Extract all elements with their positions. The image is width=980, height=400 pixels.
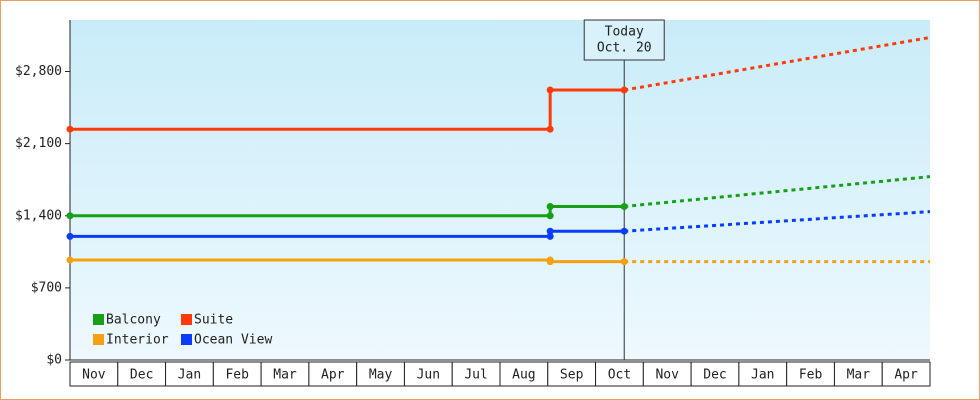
point bbox=[66, 212, 74, 220]
legend-swatch bbox=[93, 334, 104, 345]
x-tick-cell bbox=[403, 361, 453, 387]
x-tick-cell bbox=[881, 361, 931, 387]
x-tick-label: Oct bbox=[608, 368, 631, 383]
x-tick-cell bbox=[786, 361, 835, 387]
point bbox=[546, 86, 554, 94]
point bbox=[66, 232, 74, 240]
x-tick-label: Feb bbox=[799, 368, 823, 383]
x-tick-cell bbox=[738, 361, 788, 387]
x-tick-label: Apr bbox=[894, 368, 918, 383]
legend-label: Interior bbox=[106, 333, 169, 348]
series-line bbox=[70, 88, 625, 131]
y-tick-label: $2,800 bbox=[15, 64, 62, 79]
x-tick-label: Jun bbox=[417, 368, 440, 383]
x-tick-cell bbox=[499, 361, 549, 387]
point bbox=[620, 227, 628, 235]
x-tick-label: Nov bbox=[655, 368, 679, 383]
legend-swatch bbox=[181, 334, 192, 345]
x-tick-label: Dec bbox=[703, 368, 726, 383]
x-tick-cell bbox=[642, 361, 692, 387]
x-tick-label: Nov bbox=[82, 368, 106, 383]
x-tick-label: Mar bbox=[273, 368, 297, 383]
today-label: Today bbox=[605, 25, 644, 40]
point bbox=[620, 86, 628, 94]
x-tick-cell bbox=[308, 361, 358, 387]
x-tick-label: Dec bbox=[130, 368, 153, 383]
x-tick-label: Feb bbox=[225, 368, 249, 383]
x-tick-label: Jul bbox=[464, 368, 487, 383]
x-tick-cell bbox=[690, 361, 740, 387]
x-tick-cell bbox=[451, 361, 501, 387]
x-tick-cell bbox=[69, 361, 119, 387]
series-line bbox=[70, 204, 625, 218]
legend-label: Ocean View bbox=[194, 333, 272, 348]
point bbox=[546, 227, 554, 235]
x-tick-cell bbox=[212, 361, 262, 387]
point bbox=[546, 258, 554, 266]
point bbox=[620, 258, 628, 266]
x-tick-cell bbox=[595, 361, 644, 387]
point bbox=[66, 256, 74, 264]
x-tick-label: Jan bbox=[751, 368, 774, 383]
y-tick-label: $0 bbox=[46, 353, 62, 368]
x-tick-label: Mar bbox=[847, 368, 871, 383]
x-tick-label: May bbox=[369, 368, 393, 383]
x-tick-cell bbox=[117, 361, 167, 387]
legend-label: Suite bbox=[194, 313, 233, 328]
x-tick-label: Apr bbox=[321, 368, 345, 383]
today-label: Oct. 20 bbox=[597, 41, 652, 56]
legend-swatch bbox=[93, 314, 104, 325]
legend-label: Balcony bbox=[106, 313, 161, 328]
x-tick-label: Sep bbox=[560, 368, 584, 383]
point bbox=[546, 202, 554, 210]
point bbox=[546, 212, 554, 220]
forecast-line bbox=[623, 36, 931, 92]
point bbox=[546, 125, 554, 133]
today-box bbox=[583, 19, 665, 61]
x-tick-cell bbox=[260, 361, 310, 387]
series-line bbox=[70, 258, 625, 264]
point bbox=[546, 232, 554, 240]
x-tick-cell bbox=[356, 361, 405, 387]
forecast-line bbox=[624, 210, 931, 233]
x-tick-label: Jan bbox=[178, 368, 201, 383]
x-tick-cell bbox=[165, 361, 214, 387]
y-tick-label: $1,400 bbox=[15, 208, 62, 223]
y-tick-label: $700 bbox=[31, 280, 62, 295]
x-tick-label: Aug bbox=[512, 368, 535, 383]
y-tick-label: $2,100 bbox=[15, 136, 62, 151]
point bbox=[66, 125, 74, 133]
forecast-line bbox=[624, 175, 931, 208]
point bbox=[620, 202, 628, 210]
x-tick-cell bbox=[833, 361, 883, 387]
legend-swatch bbox=[181, 314, 192, 325]
